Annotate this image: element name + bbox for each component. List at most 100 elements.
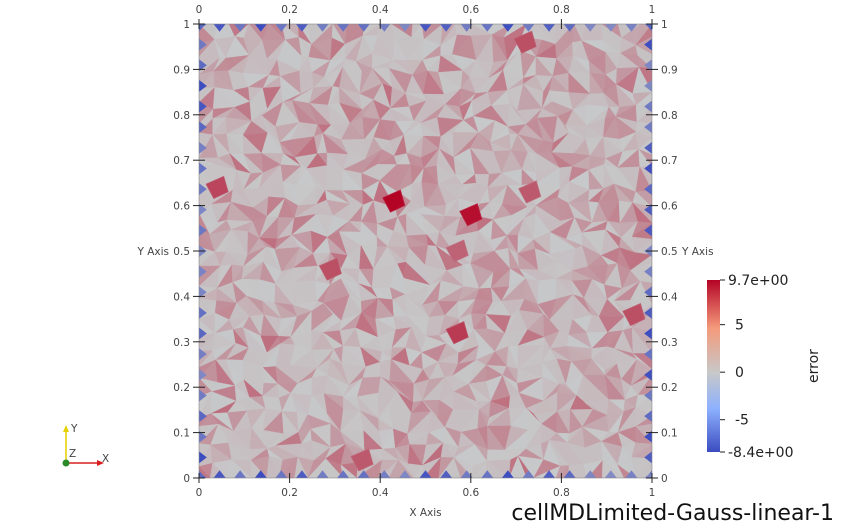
mesh-cell xyxy=(484,460,510,478)
boundary-cell xyxy=(481,470,494,478)
boundary-cell xyxy=(199,265,207,278)
boundary-cell xyxy=(644,224,652,237)
mesh-cell xyxy=(325,458,344,478)
boundary-cell xyxy=(199,203,207,216)
boundary-cell xyxy=(199,472,207,478)
boundary-cell xyxy=(254,24,267,32)
orientation-axes-widget: Y X Z xyxy=(62,423,109,467)
boundary-cell xyxy=(460,24,473,32)
boundary-cell xyxy=(199,410,207,423)
colorbar-tick-label: 5 xyxy=(735,318,744,334)
boundary-cell xyxy=(543,470,556,478)
hot-cell xyxy=(445,239,469,263)
boundary-cell xyxy=(199,389,207,402)
triad-y-arrow xyxy=(63,425,69,432)
hot-cell xyxy=(622,303,646,327)
y-tick-label-right: 0.5 xyxy=(661,246,678,258)
chart-title: cellMDLimited-Gauss-linear-1 xyxy=(511,501,834,526)
boundary-cell xyxy=(213,24,226,32)
boundary-cell xyxy=(644,306,652,319)
boundary-cell xyxy=(199,286,207,299)
x-tick-label-top: 0 xyxy=(196,4,203,16)
x-tick-label-bottom: 0 xyxy=(196,487,203,499)
boundary-cell xyxy=(199,451,207,464)
boundary-cell xyxy=(316,470,329,478)
boundary-cell xyxy=(644,203,652,216)
colorbar-title: error xyxy=(806,349,822,383)
boundary-cell xyxy=(213,470,226,478)
boundary-cell xyxy=(584,24,597,32)
mesh-cell xyxy=(209,462,228,478)
boundary-cell xyxy=(481,24,494,32)
triad-y-label: Y xyxy=(70,423,78,435)
triad-z-axis xyxy=(62,459,70,467)
y-tick-label-left: 0 xyxy=(183,473,190,485)
x-tick-label-top: 0.6 xyxy=(462,4,479,16)
boundary-cell xyxy=(199,224,207,237)
x-tick-label-top: 0.8 xyxy=(553,4,570,16)
mesh-cell xyxy=(227,459,252,478)
hot-cell xyxy=(382,189,406,213)
hot-cell xyxy=(518,180,542,204)
y-tick-label-right: 0.3 xyxy=(661,337,678,349)
boundary-cell xyxy=(563,470,576,478)
boundary-cell xyxy=(644,348,652,361)
colorbar-max-label: 9.7e+00 xyxy=(728,273,788,289)
boundary-cell xyxy=(357,470,370,478)
boundary-cell xyxy=(199,100,207,113)
y-tick-label-right: 0.1 xyxy=(661,428,678,440)
boundary-cell xyxy=(199,59,207,72)
boundary-cell xyxy=(199,368,207,381)
hot-cell xyxy=(318,257,342,281)
boundary-cell xyxy=(625,470,638,478)
boundary-cell xyxy=(199,306,207,319)
boundary-cell xyxy=(419,24,432,32)
x-tick-label-top: 1 xyxy=(649,4,656,16)
boundary-cell xyxy=(644,389,652,402)
boundary-cell xyxy=(644,162,652,175)
colorbar-min-label: -8.4e+00 xyxy=(728,445,793,461)
triad-x-label: X xyxy=(102,453,109,465)
boundary-cell xyxy=(275,24,288,32)
y-tick-label-left: 0.2 xyxy=(173,382,190,394)
boundary-cell xyxy=(295,24,308,32)
mesh-cell xyxy=(250,459,267,478)
boundary-cell xyxy=(295,470,308,478)
y-tick-label-right: 0.9 xyxy=(661,64,678,76)
y-tick-label-right: 0.6 xyxy=(661,201,678,213)
x-tick-label-bottom: 0.6 xyxy=(462,487,479,499)
boundary-cell xyxy=(625,24,638,32)
boundary-cell xyxy=(234,470,247,478)
boundary-cell xyxy=(644,410,652,423)
boundary-cell xyxy=(398,470,411,478)
mesh-cell xyxy=(266,455,280,478)
y-tick-label-left: 0.6 xyxy=(173,201,190,213)
colorbar-tick-label: 0 xyxy=(735,365,744,381)
boundary-cell xyxy=(644,430,652,443)
boundary-cell xyxy=(199,162,207,175)
plot-area xyxy=(199,24,652,478)
boundary-cell xyxy=(460,470,473,478)
y-tick-label-left: 0.5 xyxy=(173,246,190,258)
boundary-cell xyxy=(199,141,207,154)
boundary-cell xyxy=(644,472,652,478)
boundary-cell xyxy=(501,470,514,478)
x-tick-label-bottom: 0.2 xyxy=(281,487,298,499)
y-tick-label-left: 0.9 xyxy=(173,64,190,76)
mesh-cell xyxy=(617,464,636,478)
boundary-cell xyxy=(644,451,652,464)
y-tick-label-left: 0.7 xyxy=(173,155,190,167)
boundary-cell xyxy=(199,79,207,92)
colorbar-tick-label: -5 xyxy=(735,413,749,429)
triad-z-label: Z xyxy=(69,448,76,460)
boundary-cell xyxy=(419,470,432,478)
boundary-cell xyxy=(604,24,617,32)
y-tick-label-right: 1 xyxy=(661,19,668,31)
boundary-cell xyxy=(337,24,350,32)
y-tick-label-left: 0.1 xyxy=(173,428,190,440)
boundary-cell xyxy=(644,265,652,278)
hot-cell xyxy=(350,448,374,472)
boundary-cell xyxy=(398,24,411,32)
hot-cell xyxy=(513,30,537,54)
